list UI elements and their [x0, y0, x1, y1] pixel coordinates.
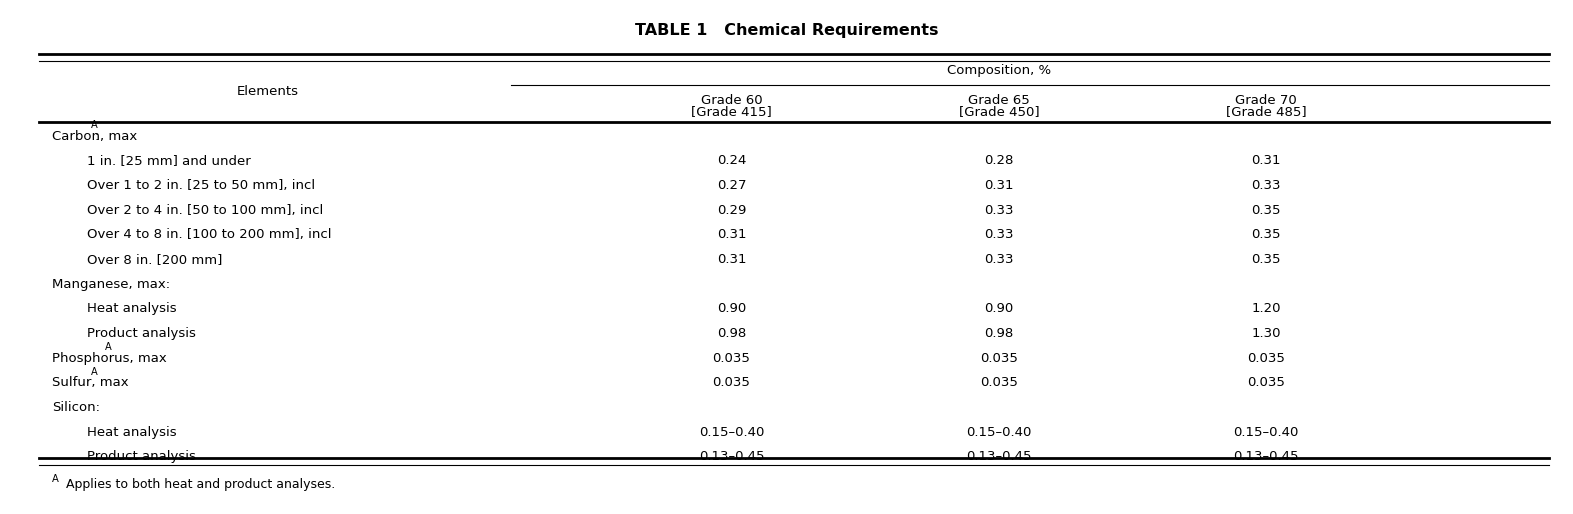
- Text: Grade 60: Grade 60: [700, 94, 763, 106]
- Text: 0.31: 0.31: [717, 228, 746, 241]
- Text: [Grade 450]: [Grade 450]: [958, 105, 1040, 118]
- Text: 0.33: 0.33: [1252, 179, 1280, 192]
- Text: 0.31: 0.31: [1252, 154, 1280, 167]
- Text: 0.035: 0.035: [980, 376, 1018, 389]
- Text: 0.035: 0.035: [713, 376, 750, 389]
- Text: 1 in. [25 mm] and under: 1 in. [25 mm] and under: [87, 154, 250, 167]
- Text: 0.035: 0.035: [1247, 352, 1285, 364]
- Text: 0.33: 0.33: [985, 228, 1013, 241]
- Text: Manganese, max:: Manganese, max:: [52, 278, 170, 290]
- Text: 0.33: 0.33: [985, 204, 1013, 216]
- Text: 1.20: 1.20: [1252, 302, 1280, 315]
- Text: Sulfur, max: Sulfur, max: [52, 376, 129, 389]
- Text: 0.90: 0.90: [717, 302, 746, 315]
- Text: Applies to both heat and product analyses.: Applies to both heat and product analyse…: [58, 478, 335, 491]
- Text: 0.15–0.40: 0.15–0.40: [698, 426, 764, 438]
- Text: Product analysis: Product analysis: [87, 327, 195, 340]
- Text: TABLE 1   Chemical Requirements: TABLE 1 Chemical Requirements: [635, 23, 938, 38]
- Text: Over 4 to 8 in. [100 to 200 mm], incl: Over 4 to 8 in. [100 to 200 mm], incl: [87, 228, 330, 241]
- Text: Phosphorus, max: Phosphorus, max: [52, 352, 167, 364]
- Text: A: A: [105, 342, 112, 352]
- Text: 0.98: 0.98: [985, 327, 1013, 340]
- Text: 0.35: 0.35: [1252, 253, 1280, 266]
- Text: Heat analysis: Heat analysis: [87, 302, 176, 315]
- Text: 0.27: 0.27: [717, 179, 746, 192]
- Text: 0.33: 0.33: [985, 253, 1013, 266]
- Text: 0.90: 0.90: [985, 302, 1013, 315]
- Text: Composition, %: Composition, %: [947, 64, 1051, 77]
- Text: Grade 65: Grade 65: [967, 94, 1030, 106]
- Text: 0.15–0.40: 0.15–0.40: [1233, 426, 1299, 438]
- Text: 0.24: 0.24: [717, 154, 746, 167]
- Text: 0.31: 0.31: [717, 253, 746, 266]
- Text: Silicon:: Silicon:: [52, 401, 101, 414]
- Text: 0.13–0.45: 0.13–0.45: [698, 450, 764, 463]
- Text: Grade 70: Grade 70: [1235, 94, 1298, 106]
- Text: 0.035: 0.035: [980, 352, 1018, 364]
- Text: Over 1 to 2 in. [25 to 50 mm], incl: Over 1 to 2 in. [25 to 50 mm], incl: [87, 179, 315, 192]
- Text: 0.29: 0.29: [717, 204, 746, 216]
- Text: Product analysis: Product analysis: [87, 450, 195, 463]
- Text: 0.035: 0.035: [1247, 376, 1285, 389]
- Text: 0.28: 0.28: [985, 154, 1013, 167]
- Text: 0.15–0.40: 0.15–0.40: [966, 426, 1032, 438]
- Text: 0.035: 0.035: [713, 352, 750, 364]
- Text: Heat analysis: Heat analysis: [87, 426, 176, 438]
- Text: [Grade 415]: [Grade 415]: [691, 105, 772, 118]
- Text: 1.30: 1.30: [1252, 327, 1280, 340]
- Text: 0.35: 0.35: [1252, 228, 1280, 241]
- Text: Over 2 to 4 in. [50 to 100 mm], incl: Over 2 to 4 in. [50 to 100 mm], incl: [87, 204, 322, 216]
- Text: 0.98: 0.98: [717, 327, 746, 340]
- Text: Elements: Elements: [236, 85, 299, 98]
- Text: Carbon, max: Carbon, max: [52, 130, 137, 142]
- Text: Over 8 in. [200 mm]: Over 8 in. [200 mm]: [87, 253, 222, 266]
- Text: 0.35: 0.35: [1252, 204, 1280, 216]
- Text: [Grade 485]: [Grade 485]: [1225, 105, 1307, 118]
- Text: A: A: [91, 367, 98, 377]
- Text: A: A: [91, 120, 98, 130]
- Text: 0.13–0.45: 0.13–0.45: [1233, 450, 1299, 463]
- Text: A: A: [52, 474, 58, 484]
- Text: 0.13–0.45: 0.13–0.45: [966, 450, 1032, 463]
- Text: :: :: [94, 130, 99, 142]
- Text: 0.31: 0.31: [985, 179, 1013, 192]
